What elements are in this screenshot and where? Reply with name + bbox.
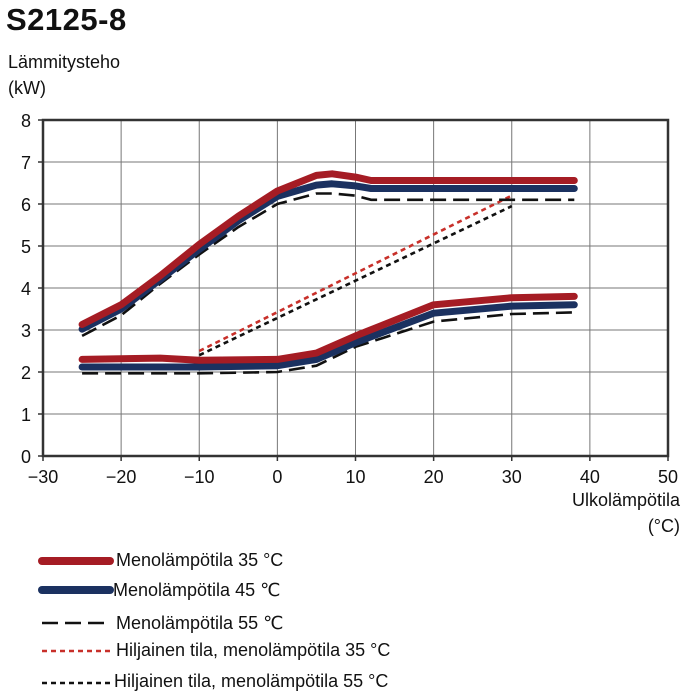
series-line-2-min [82,311,575,375]
legend-label-silent-35: Hiljainen tila, menolämpötila 35 °C [116,640,391,660]
legend-label-35: Menolämpötila 35 °C [116,550,284,570]
x-tick-label: −30 [28,467,59,487]
y-tick-label: 0 [21,447,31,467]
y-tick-label: 5 [21,237,31,257]
y-tick-label: 3 [21,321,31,341]
plot-frame [41,118,670,458]
series-line-0-max [78,170,578,328]
y-tick-label: 1 [21,405,31,425]
y-tick-label: 4 [21,279,31,299]
x-tick-label: 10 [345,467,365,487]
x-axis-label: Ulkolämpötila [571,490,680,510]
y-tick-label: 2 [21,363,31,383]
y-tick-label: 8 [21,111,31,131]
x-tick-label: 20 [424,467,444,487]
legend-label-45: Menolämpötila 45 ℃ [113,580,281,600]
x-tick-label: 40 [580,467,600,487]
y-axis-label: Lämmitysteho [8,52,121,72]
x-axis-unit: (°C) [647,516,680,536]
series-line-3-line [198,194,513,353]
series-line-4-line [198,204,513,357]
x-tick-label: −10 [184,467,215,487]
y-tick-label: 7 [21,153,31,173]
legend-label-silent-55: Hiljainen tila, menolämpötila 55 °C [114,671,389,691]
x-tick-label: 50 [658,467,678,487]
x-tick-label: 30 [502,467,522,487]
x-tick-label: 0 [272,467,282,487]
chart-title: S2125-8 [6,2,127,37]
y-axis-unit: (kW) [8,78,46,98]
series-line-2-max [81,192,575,338]
y-tick-label: 6 [21,195,31,215]
series-line-0-min [78,292,578,364]
series-line-1-min [78,301,578,371]
x-tick-label: −20 [106,467,137,487]
legend-label-55: Menolämpötila 55 ℃ [116,613,284,633]
